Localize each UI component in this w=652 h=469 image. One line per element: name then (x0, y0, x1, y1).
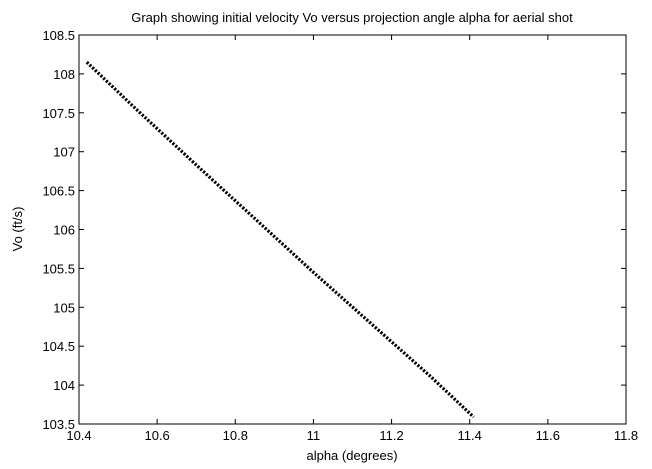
x-axis-ticks: 10.4 10.6 10.8 11 11.2 11.4 11.6 11.8 (66, 35, 638, 443)
y-tick-label: 105 (53, 300, 75, 315)
y-tick-label: 106.5 (42, 184, 75, 199)
y-tick-label: 108 (53, 67, 75, 82)
x-axis-label: alpha (degrees) (306, 448, 397, 463)
x-tick-label: 11.6 (536, 428, 560, 443)
y-tick-label: 107 (53, 145, 75, 160)
y-tick-label: 105.5 (42, 261, 75, 276)
y-tick-label: 104.5 (42, 339, 75, 354)
y-tick-label: 104 (53, 378, 75, 393)
plot-area (78, 34, 627, 425)
x-tick-label: 11.4 (458, 428, 482, 443)
y-tick-label: 108.5 (42, 28, 75, 43)
y-axis-label: Vo (ft/s) (10, 207, 25, 252)
series-layer (85, 61, 475, 419)
x-tick-label: 11 (307, 428, 321, 443)
y-axis-ticks: 103.5 104 104.5 105 105.5 106 106.5 107 107.5 108… (42, 28, 626, 432)
y-tick-label: 107.5 (42, 106, 75, 121)
x-tick-label: 10.8 (223, 428, 248, 443)
x-tick-label: 10.4 (66, 428, 91, 443)
y-tick-label: 103.5 (42, 417, 75, 432)
y-tick-label: 106 (53, 223, 75, 238)
x-tick-label: 11.8 (614, 428, 638, 443)
x-tick-label: 11.2 (379, 428, 403, 443)
chart-title: Graph showing initial velocity Vo versus… (131, 10, 573, 25)
series-line (85, 61, 475, 419)
x-tick-label: 10.6 (144, 428, 169, 443)
